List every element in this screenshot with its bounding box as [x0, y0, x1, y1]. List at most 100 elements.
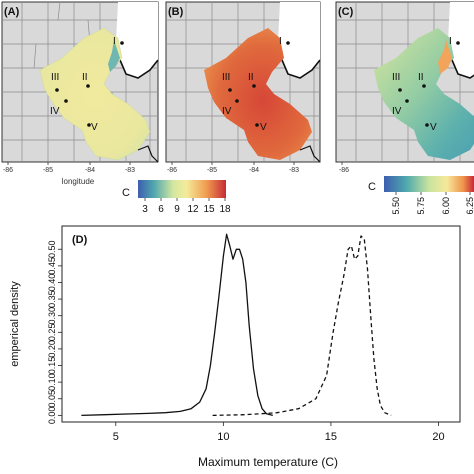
legend-tick-label: 9 [174, 204, 180, 215]
site-label: V [260, 122, 267, 133]
x-axis-label: Maximum temperature (C) [198, 455, 338, 469]
legend-tick-label: 3 [142, 204, 148, 215]
x-tick-label: -86 [3, 167, 13, 174]
site-markers: I II III IV V [392, 36, 460, 133]
y-tick-label: 0.45 [47, 257, 57, 275]
x-tick-label: -83 [125, 167, 135, 174]
study-region [204, 28, 312, 160]
site-label: III [222, 72, 230, 83]
y-axis-label: emperical density [9, 281, 21, 367]
legend-color-bar [384, 176, 474, 192]
y-tick-label: 0.35 [47, 290, 57, 308]
site-label: V [91, 122, 98, 133]
x-tick-label: -83 [289, 167, 299, 174]
site-dot [252, 84, 256, 88]
y-tick-label: 0.40 [47, 274, 57, 292]
y-tick-label: 0.20 [47, 340, 57, 358]
site-dot [235, 99, 239, 103]
site-dot [64, 99, 68, 103]
x-tick-label: 20 [432, 431, 444, 443]
legend-unit: C [368, 181, 376, 193]
panel-tag: (B) [168, 6, 184, 18]
legend-ticks [144, 198, 226, 201]
y-tick-label: 0.30 [47, 307, 57, 325]
x-tick-label: -85 [43, 167, 53, 174]
site-label: IV [392, 106, 402, 117]
y-tick-label: 0.10 [47, 373, 57, 391]
y-axis: 0.000.050.100.150.200.250.300.350.400.45… [47, 240, 62, 424]
site-dot [422, 84, 426, 88]
legend-tick-label: 6.00 [441, 197, 451, 215]
legend-ticks [395, 192, 471, 195]
site-markers: I II III IV V [50, 36, 124, 133]
y-tick-label: 0.15 [47, 357, 57, 375]
map-x-axis: -86 -85 -84 -83 [167, 162, 299, 174]
site-label: V [430, 122, 437, 133]
site-dot [425, 123, 429, 127]
site-markers: I II III IV V [222, 36, 290, 133]
legend-tick-label: 6.25 [465, 197, 474, 215]
map-x-axis: -86 [339, 162, 349, 174]
lake-water [278, 2, 320, 78]
color-legend-left: C 3 6 9 12 15 18 [122, 180, 231, 215]
site-dot [286, 41, 290, 45]
series-layer [81, 233, 392, 417]
map-panel-a: (A) I II III IV V -86 -85 -84 -83 longit… [1, 1, 159, 186]
x-tick-label: 15 [325, 431, 337, 443]
site-label: III [392, 72, 400, 83]
site-dot [55, 88, 59, 92]
site-dot [456, 41, 460, 45]
site-label: IV [50, 106, 60, 117]
site-label: I [449, 36, 452, 47]
site-label: II [418, 72, 424, 83]
map-x-axis-label: longitude [62, 177, 95, 186]
density-line-dashed [212, 235, 392, 417]
x-axis: 5 10 15 20 [113, 422, 445, 443]
x-tick-label: -85 [207, 167, 217, 174]
state-border [299, 145, 321, 163]
legend-tick-label: 5.50 [391, 197, 401, 215]
x-tick-label: -84 [249, 167, 259, 174]
legend-tick-label: 6 [158, 204, 164, 215]
lake-water [448, 2, 474, 78]
panel-tag: (D) [72, 234, 88, 246]
y-tick-label: 0.25 [47, 324, 57, 342]
color-legend-right: C 5.50 5.75 6.00 6.25 [368, 176, 474, 215]
density-line-solid [81, 233, 273, 417]
site-dot [228, 88, 232, 92]
legend-unit: C [122, 187, 130, 199]
site-dot [120, 41, 124, 45]
x-tick-label: -84 [85, 167, 95, 174]
y-tick-label: 0.50 [47, 240, 57, 258]
legend-tick-label: 5.75 [416, 197, 426, 215]
site-dot [398, 88, 402, 92]
site-label: I [279, 36, 282, 47]
legend-color-bar [138, 180, 226, 198]
legend-tick-label: 18 [219, 204, 231, 215]
map-x-axis: -86 -85 -84 -83 [3, 162, 135, 174]
state-border [137, 145, 159, 163]
site-dot [86, 84, 90, 88]
site-label: II [82, 72, 88, 83]
site-label: IV [222, 106, 232, 117]
site-label: II [248, 72, 254, 83]
site-label: I [113, 36, 116, 47]
lakeshore-cold-strip [108, 40, 120, 72]
y-tick-label: 0.00 [47, 407, 57, 425]
lakeshore-warm-strip [438, 40, 452, 74]
x-tick-label: -86 [167, 167, 177, 174]
legend-tick-label: 15 [203, 204, 215, 215]
panel-tag: (C) [338, 6, 354, 18]
plot-frame [61, 225, 461, 423]
x-tick-label: -86 [339, 167, 349, 174]
panel-tag: (A) [4, 6, 20, 18]
y-tick-label: 0.05 [47, 390, 57, 408]
map-panel-b: (B) I II III IV V -86 -85 -84 -83 [165, 1, 321, 174]
density-plot: (D) 0.000.050.100.150.200.250.300.350.40… [9, 225, 461, 469]
map-panel-c: (C) I II III IV V -86 [335, 1, 474, 174]
lake-water [116, 2, 158, 78]
x-tick-label: 10 [217, 431, 229, 443]
site-dot [87, 123, 91, 127]
legend-tick-label: 12 [187, 204, 199, 215]
